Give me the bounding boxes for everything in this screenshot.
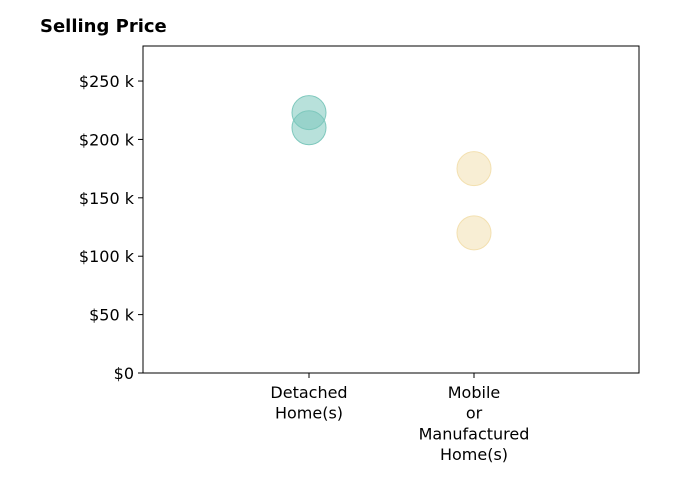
y-tick-label: $50 k bbox=[89, 306, 135, 325]
y-axis: $0 $50 k $100 k $150 k $200 k $250 k bbox=[79, 72, 143, 383]
data-point[interactable] bbox=[456, 215, 492, 251]
y-tick-label: $0 bbox=[114, 364, 134, 383]
x-category-label-line: or bbox=[466, 404, 483, 423]
x-category-label: Detached Home(s) bbox=[270, 383, 347, 423]
data-points bbox=[291, 95, 492, 251]
x-category-label-line: Detached bbox=[270, 383, 347, 402]
x-category-label-line: Home(s) bbox=[440, 445, 508, 464]
y-tick-label: $250 k bbox=[79, 72, 135, 91]
x-category-label-line: Manufactured bbox=[419, 424, 530, 443]
plot-frame bbox=[142, 45, 640, 374]
x-category-label: Mobile or Manufactured Home(s) bbox=[419, 383, 530, 464]
x-category-label-line: Mobile bbox=[448, 383, 500, 402]
x-axis: Detached Home(s) Mobile or Manufactured Home(… bbox=[270, 373, 529, 464]
y-tick-label: $100 k bbox=[79, 247, 135, 266]
data-point[interactable] bbox=[456, 151, 492, 187]
y-tick-label: $200 k bbox=[79, 130, 135, 149]
chart-title: Selling Price bbox=[40, 16, 167, 37]
y-tick-label: $150 k bbox=[79, 189, 135, 208]
data-point[interactable] bbox=[291, 110, 327, 146]
x-category-label-line: Home(s) bbox=[275, 404, 343, 423]
